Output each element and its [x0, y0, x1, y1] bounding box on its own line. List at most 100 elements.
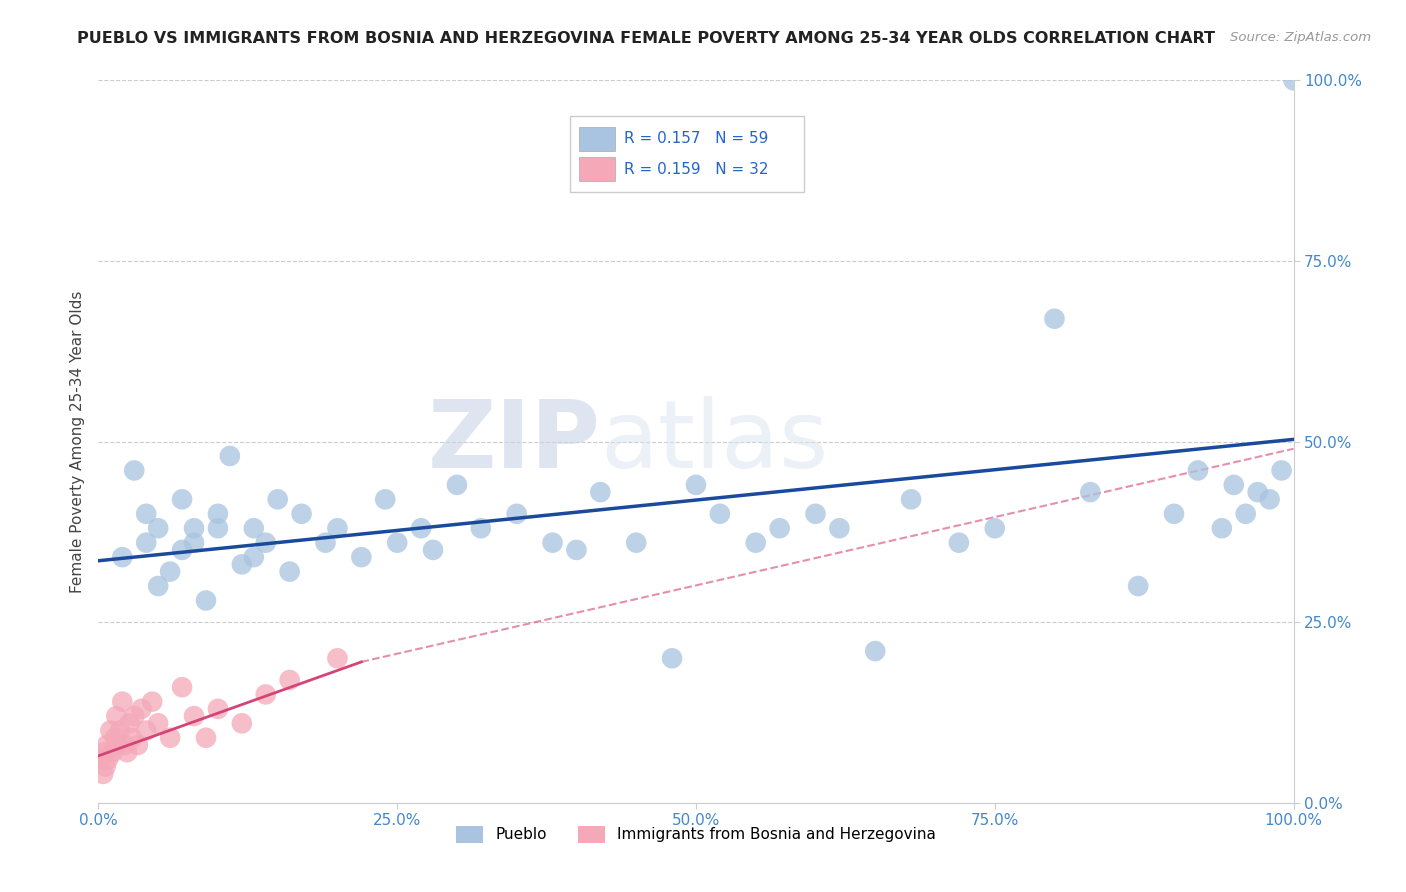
- Point: [231, 558, 253, 572]
- Point: [172, 492, 194, 507]
- Point: [207, 507, 229, 521]
- Point: [111, 695, 134, 709]
- Point: [148, 716, 170, 731]
- Point: [984, 521, 1007, 535]
- Point: [685, 478, 707, 492]
- Point: [254, 687, 277, 701]
- Point: [124, 709, 146, 723]
- Text: atlas: atlas: [600, 395, 828, 488]
- Point: [315, 535, 337, 549]
- Point: [97, 752, 120, 766]
- Point: [114, 738, 136, 752]
- Point: [422, 542, 444, 557]
- Text: Source: ZipAtlas.com: Source: ZipAtlas.com: [1230, 31, 1371, 45]
- Point: [131, 702, 153, 716]
- Point: [506, 507, 529, 521]
- Point: [385, 535, 409, 549]
- Point: [127, 738, 149, 752]
- Point: [91, 767, 114, 781]
- Point: [541, 535, 564, 549]
- Point: [172, 542, 194, 557]
- Point: [254, 535, 277, 549]
- Point: [1187, 463, 1209, 477]
- Point: [159, 565, 181, 579]
- Point: [243, 550, 266, 565]
- Point: [207, 521, 229, 535]
- Point: [865, 644, 887, 658]
- Point: [94, 760, 117, 774]
- Point: [326, 521, 349, 535]
- Point: [207, 702, 229, 716]
- Point: [118, 716, 141, 731]
- Point: [159, 731, 181, 745]
- Point: [121, 731, 143, 745]
- Point: [93, 745, 115, 759]
- Point: [709, 507, 731, 521]
- Point: [111, 550, 134, 565]
- Point: [446, 478, 468, 492]
- Point: [470, 521, 492, 535]
- Point: [1223, 478, 1246, 492]
- Point: [374, 492, 396, 507]
- Point: [195, 593, 218, 607]
- Point: [231, 716, 253, 731]
- Point: [135, 723, 157, 738]
- Point: [1163, 507, 1185, 521]
- Point: [804, 507, 827, 521]
- Point: [278, 565, 301, 579]
- Point: [96, 738, 118, 752]
- FancyBboxPatch shape: [571, 117, 804, 193]
- Point: [1043, 311, 1066, 326]
- Point: [219, 449, 242, 463]
- Point: [172, 680, 194, 694]
- Point: [108, 723, 131, 738]
- Point: [104, 731, 127, 745]
- Text: R = 0.159   N = 32: R = 0.159 N = 32: [624, 161, 769, 177]
- Point: [183, 521, 205, 535]
- Point: [135, 535, 157, 549]
- Point: [948, 535, 970, 549]
- Point: [141, 695, 163, 709]
- FancyBboxPatch shape: [579, 157, 614, 181]
- Point: [98, 723, 122, 738]
- Point: [90, 752, 112, 766]
- Point: [1282, 73, 1305, 87]
- Point: [900, 492, 922, 507]
- Point: [135, 507, 157, 521]
- Point: [105, 709, 128, 723]
- Point: [107, 738, 129, 752]
- Text: R = 0.157   N = 59: R = 0.157 N = 59: [624, 131, 769, 146]
- Point: [1247, 485, 1270, 500]
- Point: [1080, 485, 1102, 500]
- Point: [183, 535, 205, 549]
- Point: [1271, 463, 1294, 477]
- Text: ZIP: ZIP: [427, 395, 600, 488]
- Y-axis label: Female Poverty Among 25-34 Year Olds: Female Poverty Among 25-34 Year Olds: [69, 291, 84, 592]
- Point: [565, 542, 588, 557]
- FancyBboxPatch shape: [579, 127, 614, 151]
- Point: [1211, 521, 1233, 535]
- Point: [267, 492, 290, 507]
- Point: [291, 507, 314, 521]
- Point: [326, 651, 349, 665]
- Point: [828, 521, 851, 535]
- Text: PUEBLO VS IMMIGRANTS FROM BOSNIA AND HERZEGOVINA FEMALE POVERTY AMONG 25-34 YEAR: PUEBLO VS IMMIGRANTS FROM BOSNIA AND HER…: [77, 31, 1215, 46]
- Point: [195, 731, 218, 745]
- Point: [124, 463, 146, 477]
- Point: [1234, 507, 1257, 521]
- Point: [115, 745, 138, 759]
- Point: [278, 673, 301, 687]
- Point: [183, 709, 205, 723]
- Legend: Pueblo, Immigrants from Bosnia and Herzegovina: Pueblo, Immigrants from Bosnia and Herze…: [450, 820, 942, 849]
- Point: [101, 745, 124, 759]
- Point: [1128, 579, 1150, 593]
- Point: [411, 521, 433, 535]
- Point: [768, 521, 790, 535]
- Point: [745, 535, 768, 549]
- Point: [243, 521, 266, 535]
- Point: [350, 550, 373, 565]
- Point: [661, 651, 683, 665]
- Point: [1258, 492, 1281, 507]
- Point: [148, 521, 170, 535]
- Point: [589, 485, 612, 500]
